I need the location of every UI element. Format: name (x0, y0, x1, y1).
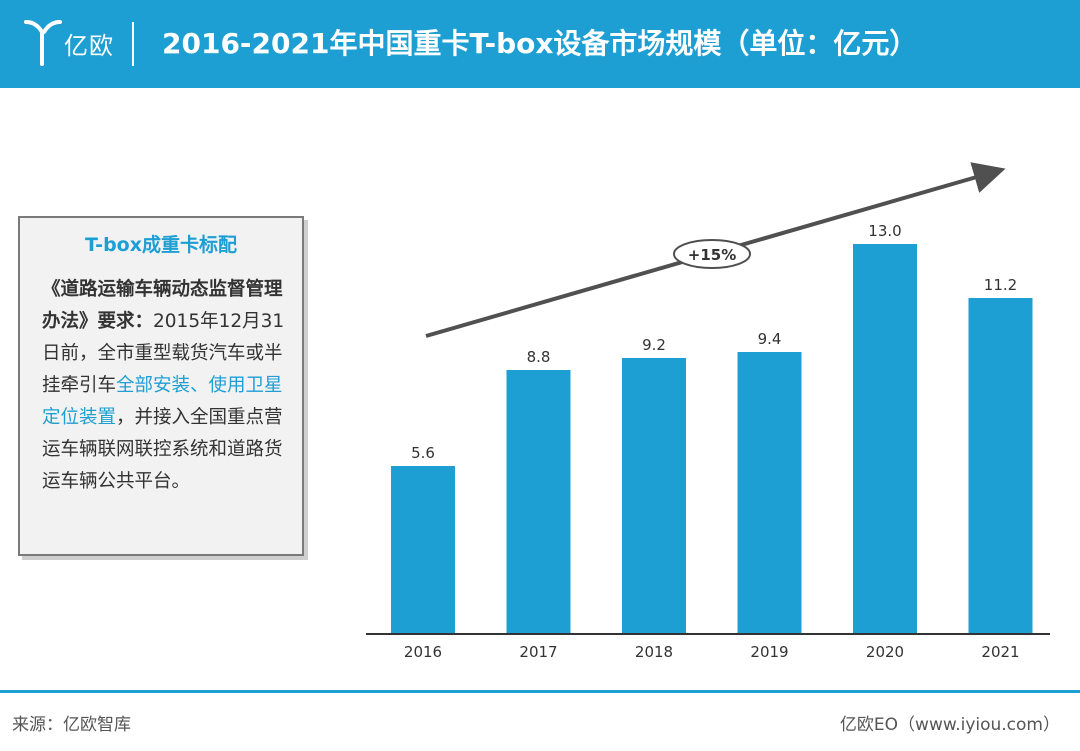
info-box-body: 《道路运输车辆动态监督管理办法》要求：2015年12月31日前，全市重型载货汽车… (42, 274, 292, 498)
info-box-text-2: ，并接入全国重点营运车辆联网联控系统和道路货运车辆公共平台。 (42, 407, 283, 492)
yiou-logo-icon (24, 20, 62, 66)
bar-2021 (968, 298, 1033, 634)
x-tick-label-2017: 2017 (519, 643, 557, 661)
data-label-2017: 8.8 (527, 348, 551, 366)
x-tick-label-2018: 2018 (635, 643, 673, 661)
x-tick-label-2021: 2021 (981, 643, 1019, 661)
bar-2017 (506, 370, 571, 634)
info-box-highlight: 全部安装、使用卫星定位装置 (42, 375, 283, 428)
bar-2019 (737, 352, 802, 634)
bar-2020 (853, 244, 917, 634)
info-box-text-1: 2015年12月31日前，全市重型载货汽车或半挂牵引车 (42, 311, 285, 396)
header-divider (132, 22, 134, 66)
data-label-2020: 13.0 (868, 222, 901, 240)
trend-annotation-label: +15% (688, 246, 736, 264)
x-tick-label-2020: 2020 (866, 643, 904, 661)
info-box-title: T-box成重卡标配 (85, 234, 237, 256)
info-box-regulation: 《道路运输车辆动态监督管理办法》要求： (42, 279, 283, 332)
data-label-2016: 5.6 (411, 444, 435, 462)
data-label-2018: 9.2 (642, 336, 666, 354)
data-label-2019: 9.4 (758, 330, 782, 348)
bar-2018 (622, 358, 686, 634)
data-label-2021: 11.2 (984, 276, 1017, 294)
header-bar: 亿欧 2016-2021年中国重卡T-box设备市场规模（单位：亿元） (0, 0, 1080, 88)
footer-divider (0, 690, 1080, 693)
bar-2016 (391, 466, 455, 634)
bar-chart: 5.6 2016 8.8 2017 9.2 2018 9.4 2019 13.0 2020 11.2… (366, 162, 1050, 661)
page-title: 2016-2021年中国重卡T-box设备市场规模（单位：亿元） (162, 27, 918, 60)
source-note: 来源：亿欧智库 (12, 715, 131, 735)
logo-text: 亿欧 (64, 32, 114, 60)
x-tick-label-2016: 2016 (404, 643, 442, 661)
x-tick-label-2019: 2019 (750, 643, 788, 661)
trend-annotation-badge (673, 239, 751, 269)
info-box: T-box成重卡标配 《道路运输车辆动态监督管理办法》要求：2015年12月31… (18, 216, 304, 556)
footer-credit: 亿欧EO（www.iyiou.com） (839, 715, 1060, 735)
